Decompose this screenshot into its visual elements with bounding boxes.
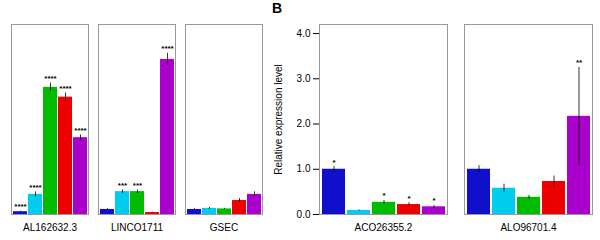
svg-text:Relative expression level: Relative expression level bbox=[273, 64, 284, 175]
svg-text:4.0: 4.0 bbox=[297, 28, 311, 39]
svg-text:****: **** bbox=[29, 183, 42, 192]
svg-text:2.0: 2.0 bbox=[297, 118, 311, 129]
svg-text:****: **** bbox=[44, 74, 57, 83]
svg-text:**: ** bbox=[576, 58, 583, 67]
svg-text:3.0: 3.0 bbox=[297, 73, 311, 84]
svg-text:LINCO1711: LINCO1711 bbox=[111, 222, 164, 233]
svg-text:***: *** bbox=[133, 181, 143, 190]
svg-text:ALO96701.4: ALO96701.4 bbox=[500, 222, 557, 233]
svg-text:1.0: 1.0 bbox=[297, 163, 311, 174]
svg-text:****: **** bbox=[161, 44, 174, 53]
html-text:B: B bbox=[272, 0, 283, 16]
svg-text:*: * bbox=[432, 196, 436, 205]
svg-text:*: * bbox=[407, 194, 411, 203]
svg-text:*: * bbox=[382, 191, 386, 200]
svg-text:GSEC: GSEC bbox=[210, 222, 238, 233]
svg-text:****: **** bbox=[74, 126, 87, 135]
svg-text:****: **** bbox=[59, 84, 72, 93]
svg-text:AL162632.3: AL162632.3 bbox=[23, 222, 77, 233]
svg-text:ACO26355.2: ACO26355.2 bbox=[355, 222, 413, 233]
svg-text:*: * bbox=[332, 158, 336, 167]
svg-text:0.0: 0.0 bbox=[297, 209, 311, 220]
svg-text:****: **** bbox=[14, 202, 27, 211]
svg-text:***: *** bbox=[118, 181, 128, 190]
